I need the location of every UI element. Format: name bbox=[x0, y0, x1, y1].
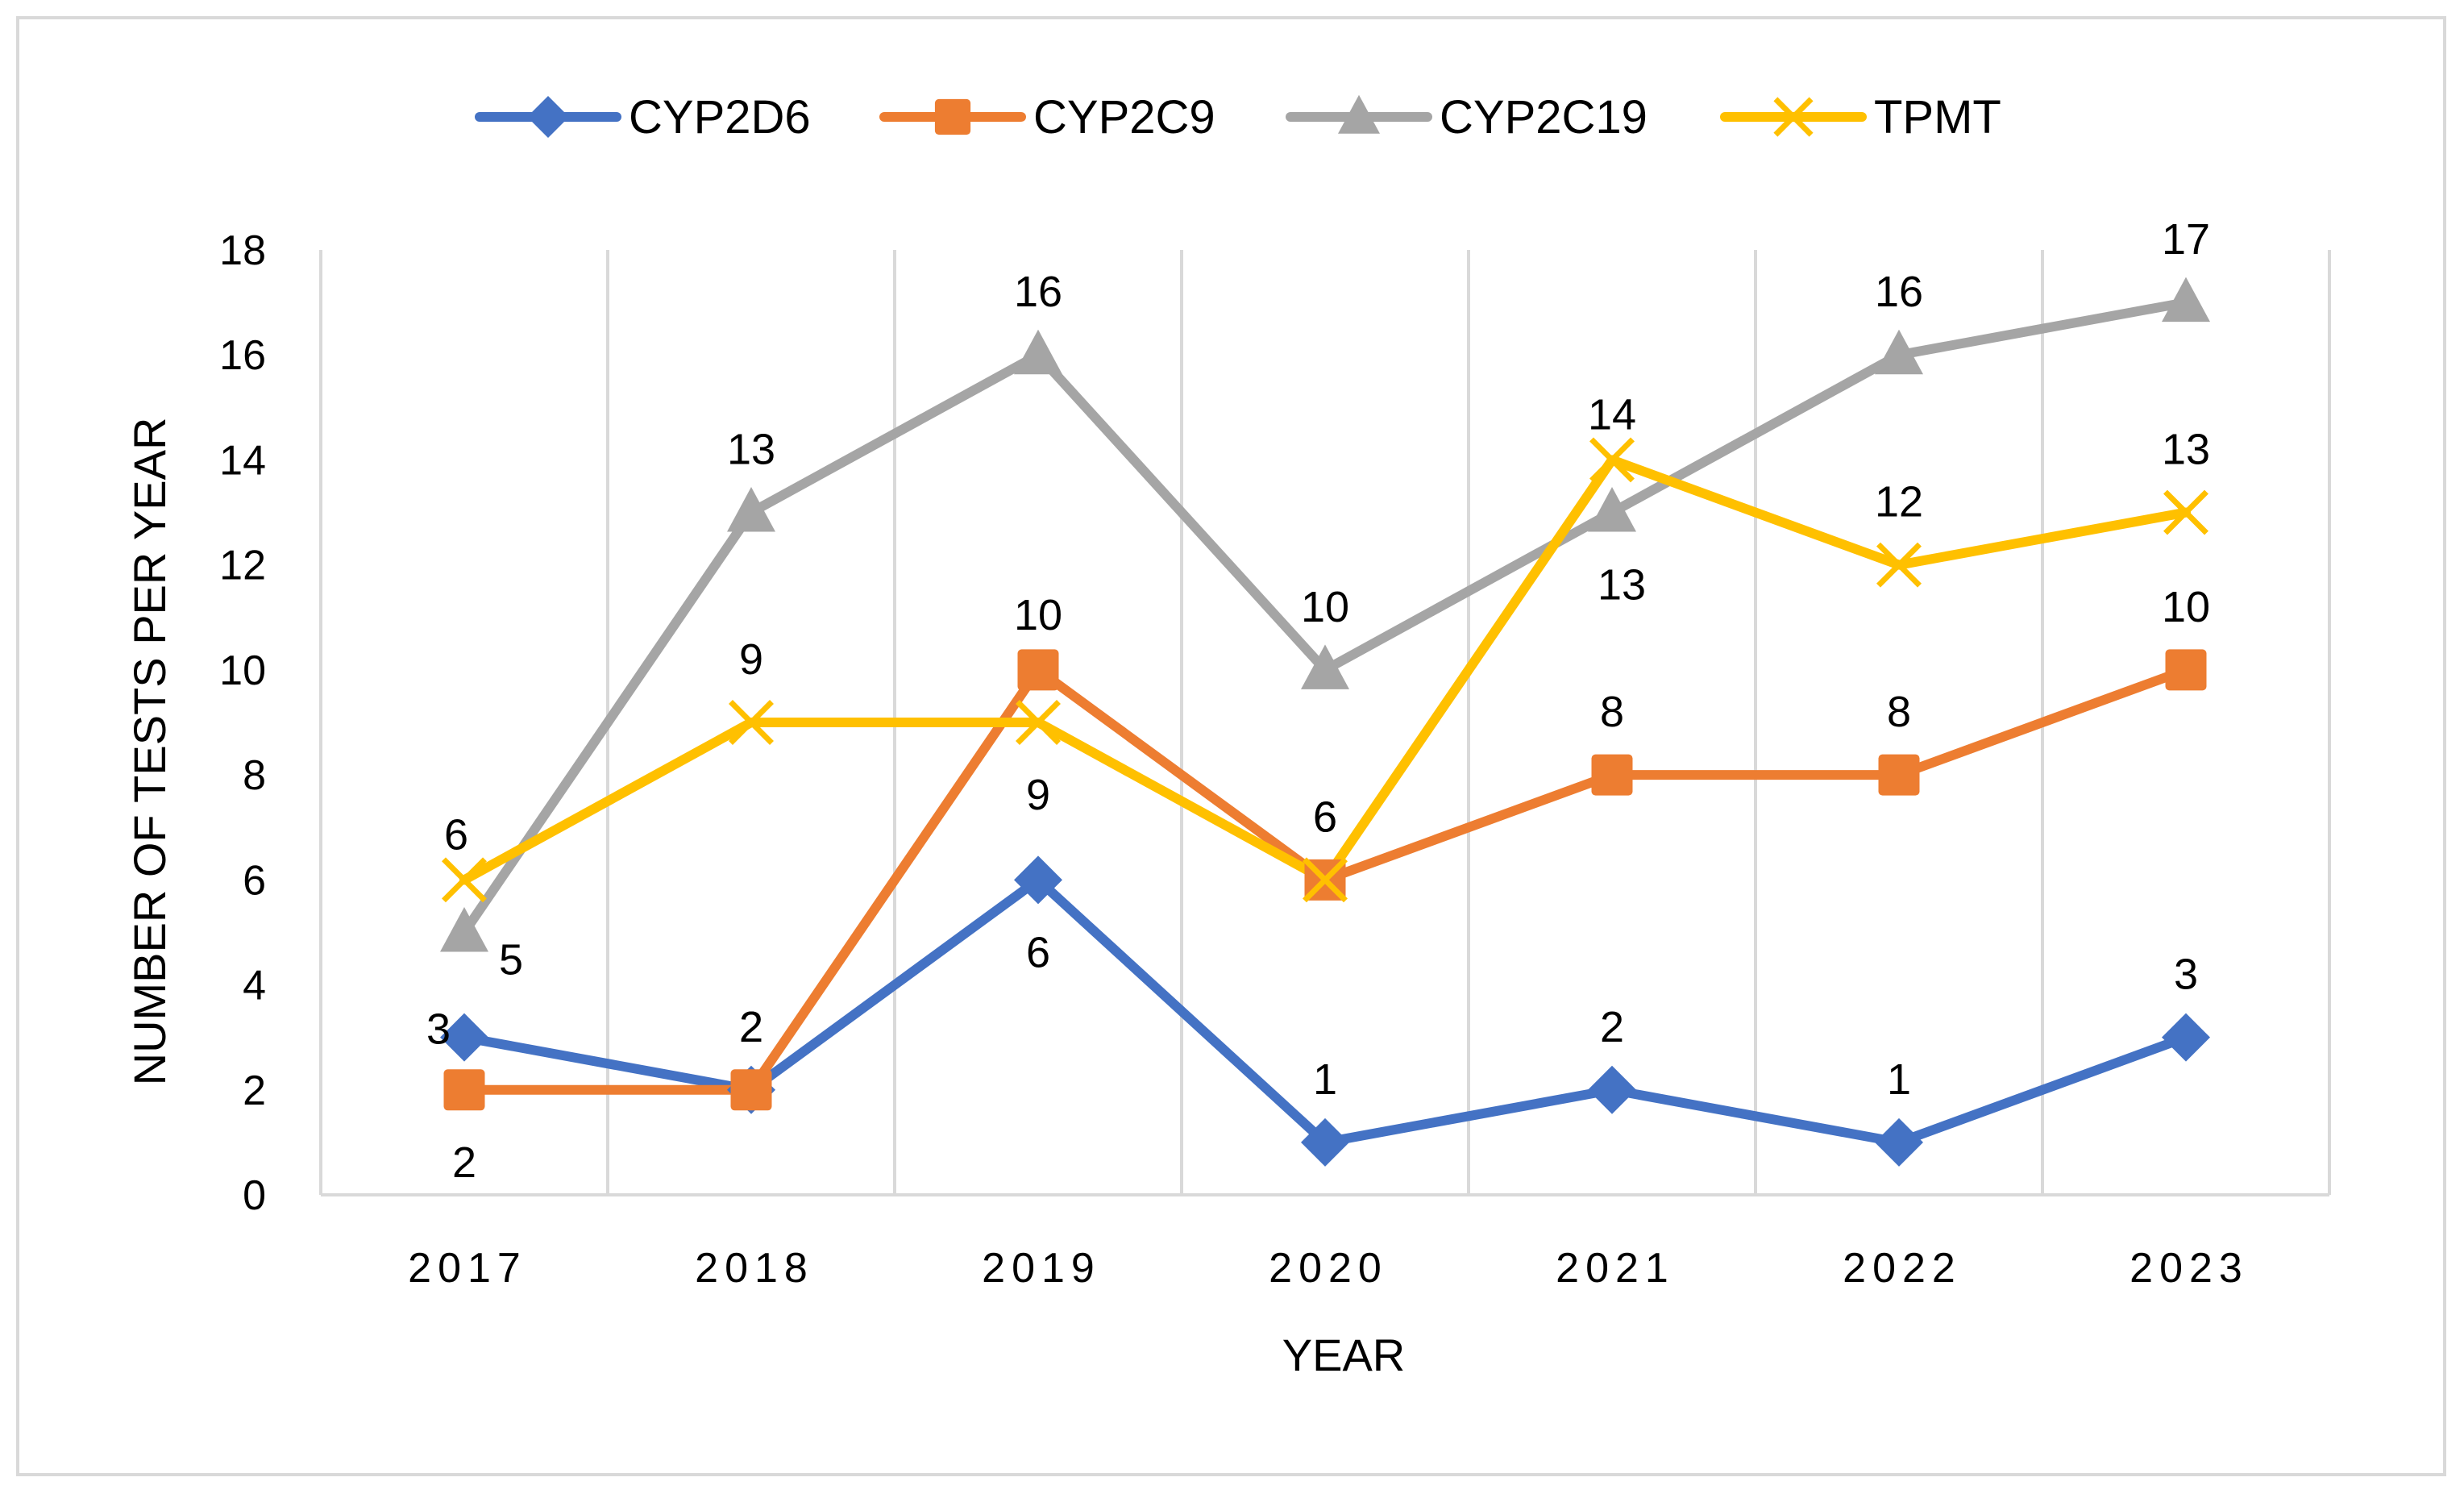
marker-cyp2c9 bbox=[730, 1069, 772, 1111]
data-label-cyp2c19: 13 bbox=[1598, 561, 1646, 610]
marker-tpmt bbox=[442, 857, 487, 903]
data-label-cyp2d6: 1 bbox=[1313, 1055, 1337, 1104]
data-label-cyp2c9: 8 bbox=[1887, 688, 1911, 736]
marker-cyp2c19 bbox=[1875, 329, 1923, 375]
data-label-cyp2d6: 3 bbox=[2174, 951, 2198, 999]
marker-cyp2c9 bbox=[443, 1069, 485, 1111]
marker-cyp2c19 bbox=[2162, 277, 2210, 323]
x-tick-label: 2021 bbox=[1556, 1245, 1675, 1292]
x-tick-label: 2020 bbox=[1269, 1245, 1388, 1292]
data-label-cyp2c19: 5 bbox=[499, 935, 523, 984]
legend: CYP2D6 CYP2C9 CYP2C19 TPMT bbox=[475, 91, 2001, 144]
marker-cyp2d6 bbox=[1014, 855, 1062, 905]
y-axis-title: NUMBER OF TESTS PER YEAR bbox=[124, 418, 175, 1086]
data-label-cyp2d6: 3 bbox=[426, 1005, 451, 1054]
legend-label-cyp2c9: CYP2C9 bbox=[1033, 91, 1215, 144]
marker-cyp2d6 bbox=[1875, 1117, 1923, 1167]
data-label-cyp2c19: 10 bbox=[1301, 583, 1349, 631]
data-label-tpmt: 12 bbox=[1875, 478, 1923, 526]
y-tick-label: 4 bbox=[243, 963, 266, 1009]
data-label-cyp2c9: 10 bbox=[2162, 583, 2210, 631]
series-lines bbox=[459, 298, 2191, 1147]
data-label-cyp2c9: 2 bbox=[452, 1138, 476, 1187]
data-label-tpmt: 14 bbox=[1588, 390, 1636, 439]
marker-cyp2c9 bbox=[1878, 754, 1920, 796]
data-label-cyp2d6: 6 bbox=[1026, 928, 1050, 976]
y-tick-label: 14 bbox=[219, 437, 266, 484]
marker-tpmt bbox=[1016, 700, 1061, 745]
y-tick-label: 18 bbox=[219, 227, 266, 274]
series-markers bbox=[440, 277, 2210, 1167]
x-tick-label: 2017 bbox=[408, 1245, 527, 1292]
data-label-cyp2c9: 2 bbox=[739, 1003, 763, 1051]
y-tick-label: 0 bbox=[243, 1172, 266, 1219]
marker-cyp2c19 bbox=[1301, 644, 1349, 689]
data-label-cyp2c19: 13 bbox=[727, 426, 775, 474]
marker-tpmt bbox=[1589, 437, 1635, 483]
marker-tpmt bbox=[2163, 489, 2208, 535]
data-label-cyp2d6: 2 bbox=[739, 1003, 763, 1051]
legend-marker-cyp2c19 bbox=[1338, 94, 1380, 134]
data-label-tpmt: 6 bbox=[444, 810, 468, 859]
marker-cyp2c19 bbox=[1014, 329, 1062, 375]
data-label-cyp2c19: 16 bbox=[1014, 268, 1062, 316]
marker-cyp2c9 bbox=[1591, 754, 1633, 796]
y-tick-label: 12 bbox=[219, 543, 266, 589]
legend-marker-tpmt bbox=[1773, 97, 1814, 137]
marker-tpmt bbox=[1303, 857, 1348, 903]
x-axis-ticks: 2017 2018 2019 2020 2021 2022 2023 bbox=[408, 1245, 2249, 1292]
marker-cyp2d6 bbox=[1588, 1065, 1636, 1114]
marker-cyp2c19 bbox=[1588, 487, 1636, 532]
data-label-cyp2c19: 17 bbox=[2162, 215, 2210, 264]
data-label-cyp2d6: 2 bbox=[1600, 1003, 1624, 1051]
legend-label-cyp2c19: CYP2C19 bbox=[1440, 91, 1648, 144]
legend-marker-cyp2c9 bbox=[934, 98, 971, 135]
legend-marker-cyp2d6 bbox=[527, 96, 569, 138]
data-label-cyp2c9: 8 bbox=[1600, 688, 1624, 736]
data-label-tpmt: 6 bbox=[1313, 793, 1337, 841]
marker-tpmt bbox=[729, 700, 774, 745]
marker-cyp2d6 bbox=[2162, 1013, 2210, 1062]
x-tick-label: 2022 bbox=[1843, 1245, 1962, 1292]
data-label-cyp2c9: 10 bbox=[1014, 591, 1062, 639]
data-label-cyp2c9: 6 bbox=[1313, 793, 1337, 841]
y-tick-label: 16 bbox=[219, 332, 266, 379]
data-label-cyp2c19: 16 bbox=[1875, 268, 1923, 316]
marker-cyp2d6 bbox=[440, 1013, 488, 1062]
marker-cyp2d6 bbox=[1301, 1117, 1349, 1167]
data-label-tpmt: 9 bbox=[1026, 771, 1050, 819]
x-tick-label: 2023 bbox=[2130, 1245, 2249, 1292]
legend-label-tpmt: TPMT bbox=[1874, 91, 2001, 144]
data-label-cyp2d6: 1 bbox=[1887, 1055, 1911, 1104]
y-tick-label: 2 bbox=[243, 1067, 266, 1114]
marker-cyp2c9 bbox=[1017, 649, 1059, 691]
marker-cyp2c19 bbox=[440, 906, 488, 952]
x-tick-label: 2019 bbox=[982, 1245, 1101, 1292]
marker-cyp2c9 bbox=[2165, 649, 2207, 691]
data-label-tpmt: 13 bbox=[2162, 426, 2210, 474]
y-tick-label: 8 bbox=[243, 752, 266, 799]
marker-cyp2c19 bbox=[727, 487, 775, 532]
x-axis-title: YEAR bbox=[1282, 1330, 1406, 1380]
data-label-tpmt: 9 bbox=[739, 635, 763, 684]
gridlines bbox=[319, 250, 2331, 1196]
x-tick-label: 2018 bbox=[695, 1245, 814, 1292]
legend-label-cyp2d6: CYP2D6 bbox=[629, 91, 811, 144]
y-axis-ticks: 0 2 4 6 8 10 12 14 16 18 bbox=[219, 227, 266, 1219]
marker-tpmt bbox=[1876, 542, 1922, 588]
y-tick-label: 10 bbox=[219, 647, 266, 694]
y-tick-label: 6 bbox=[243, 857, 266, 904]
